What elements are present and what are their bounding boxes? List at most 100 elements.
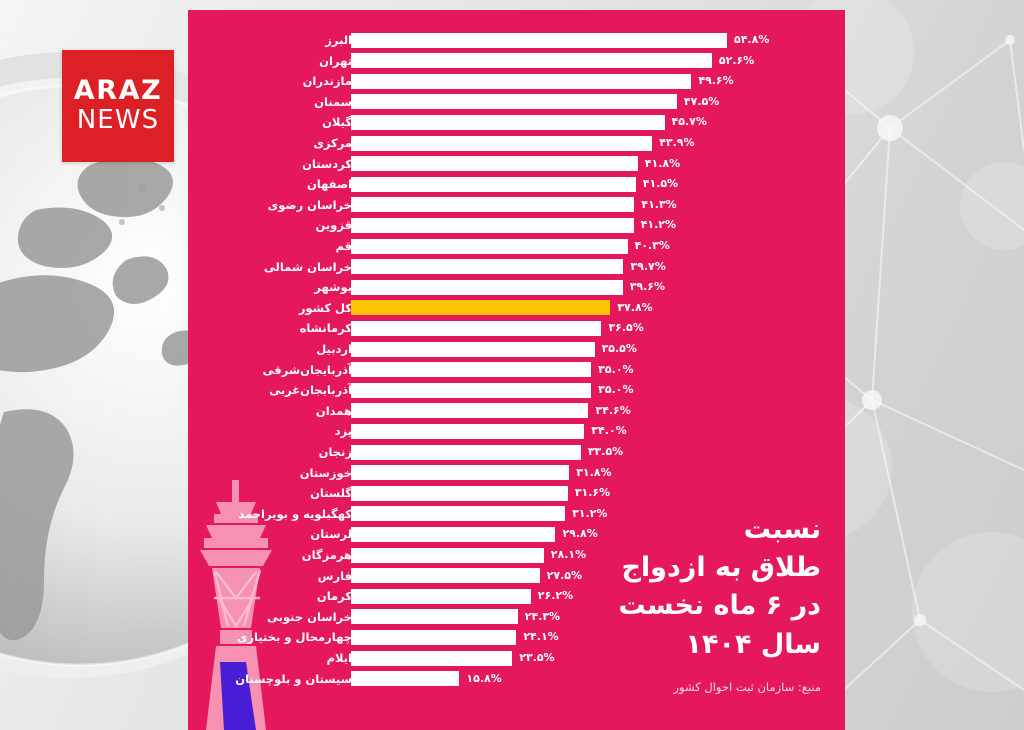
bar-category-label: خوزستان <box>299 465 352 480</box>
bar-highlighted <box>351 300 611 316</box>
bar <box>351 238 628 254</box>
bar-chart-row: اردبیل ۳۵.۵% <box>188 340 845 358</box>
bar-category-label: آذربایجان‌شرقی <box>262 362 352 377</box>
bar-chart-row: چهارمحال و بختیاری ۲۴.۱% <box>188 628 845 646</box>
headline-line-3: در ۶ ماه نخست <box>618 590 821 622</box>
bar <box>351 279 623 295</box>
headline-block: نسبت طلاق به ازدواج در ۶ ماه نخست سال ۱۴… <box>491 511 821 664</box>
bar-category-label: همدان <box>315 403 352 418</box>
bar <box>351 526 556 542</box>
bar-category-label: سمنان <box>314 94 352 109</box>
bar-value-label: ۲۶.۲% <box>537 589 574 603</box>
bar-category-label: تهران <box>319 53 352 68</box>
bar-value-label: ۲۹.۸% <box>562 527 598 541</box>
chart-panel: البرز ۵۴.۸% تهران ۵۲.۶% مازندران ۴۹.۶% سمنان ۴۷… <box>188 10 845 730</box>
bar-category-label: مازندران <box>302 74 352 89</box>
bar-chart-row: کردستان ۴۱.۸% <box>188 155 845 173</box>
bar <box>351 197 635 213</box>
bar <box>351 588 531 604</box>
bar-category-label: کرمانشاه <box>299 321 352 336</box>
logo-text-news: NEWS <box>76 104 160 135</box>
bar-value-label: ۳۹.۷% <box>630 259 666 273</box>
bar-value-label: ۴۱.۵% <box>642 177 679 191</box>
bar-value-label: ۲۴.۳% <box>524 609 561 623</box>
bar-value-label: ۳۵.۰% <box>598 362 634 376</box>
bar-chart-row: گیلان ۴۵.۷% <box>188 113 845 131</box>
bar-value-label: ۳۴.۶% <box>595 403 631 417</box>
bar-value-label: ۳۱.۶% <box>574 486 611 500</box>
bar-value-label: ۲۳.۵% <box>519 651 555 664</box>
bar-value-label: ۳۵.۰% <box>598 383 634 397</box>
bar-value-label: ۳۹.۶% <box>629 280 666 294</box>
bar <box>351 341 595 357</box>
bar <box>351 609 518 625</box>
bar-value-label: ۵۴.۸% <box>734 33 770 46</box>
bar-value-label: ۴۵.۷% <box>671 115 707 129</box>
bar-chart-row: قم ۴۰.۳% <box>188 237 845 255</box>
bar-value-label: ۳۱.۲% <box>572 506 608 520</box>
bar-value-label: ۳۳.۵% <box>587 445 624 458</box>
bar <box>351 73 692 89</box>
bar <box>351 465 570 481</box>
bar-chart-row: کهگیلویه و بویراحمد ۳۱.۲% <box>188 505 845 523</box>
bar <box>351 403 589 419</box>
bar-category-label: هرمزگان <box>301 548 352 562</box>
bar-category-label: کهگیلویه و بویراحمد <box>238 506 352 521</box>
bar <box>351 259 624 275</box>
headline-line-2: طلاق به ازدواج <box>621 552 821 584</box>
logo-text-araz: ARAZ <box>73 75 163 107</box>
bar-category-label: گلستان <box>310 486 352 501</box>
bar <box>351 217 634 233</box>
bar-category-label: قزوین <box>315 218 353 233</box>
bar <box>351 320 602 336</box>
bar-value-label: ۳۶.۵% <box>608 321 644 335</box>
bar-category-label: یزد <box>334 424 352 439</box>
bar <box>351 362 592 378</box>
bar-chart-row: البرز ۵۴.۸% <box>188 31 845 49</box>
bar <box>351 547 544 563</box>
bar-value-label: ۵۲.۶% <box>718 53 755 67</box>
bar <box>351 32 727 48</box>
bar-category-label: بوشهر <box>314 280 352 295</box>
bar-chart-row: فارس ۲۷.۵% <box>188 567 845 585</box>
bar <box>351 114 665 130</box>
bar-category-label: اصفهان <box>306 177 352 192</box>
headline-line-1: نسبت <box>743 513 821 545</box>
bar-category-label: اردبیل <box>316 342 352 356</box>
araz-news-logo[interactable]: ARAZ NEWS <box>62 50 174 162</box>
bar-value-label: ۴۷.۵% <box>683 94 720 108</box>
bar-chart-row: تهران ۵۲.۶% <box>188 52 845 70</box>
bar-value-label: ۱۵.۸% <box>466 671 502 685</box>
bar <box>351 156 638 172</box>
bar <box>351 53 712 69</box>
bar-category-label: مرکزی <box>313 136 352 150</box>
bar-value-label: ۲۸.۱% <box>550 548 587 561</box>
bar-chart-row: یزد ۳۴.۰% <box>188 422 845 440</box>
bar-chart-row: خوزستان ۳۱.۸% <box>188 464 845 482</box>
bar <box>351 444 581 460</box>
bar-value-label: ۳۷.۸% <box>617 300 653 314</box>
bar-category-label: قم <box>335 239 352 253</box>
bar-chart: البرز ۵۴.۸% تهران ۵۲.۶% مازندران ۴۹.۶% سمنان ۴۷… <box>188 10 845 730</box>
bar-value-label: ۴۳.۹% <box>659 136 695 149</box>
bar-chart-row: مرکزی ۴۳.۹% <box>188 134 845 152</box>
bar-category-label: خراسان شمالی <box>263 259 352 274</box>
bar-value-label: ۴۱.۳% <box>641 197 677 211</box>
source-attribution: منبع: سازمان ثبت احوال کشور <box>673 680 821 694</box>
bar-value-label: ۴۱.۸% <box>644 156 681 170</box>
bar-category-label: فارس <box>317 568 352 583</box>
bar-category-label: خراسان جنوبی <box>267 609 352 624</box>
bar-value-label: ۲۷.۵% <box>546 568 583 582</box>
bar-chart-row: مازندران ۴۹.۶% <box>188 72 845 90</box>
bar-category-label: چهارمحال و بختیاری <box>236 630 352 645</box>
bar-category-label: گیلان <box>322 115 352 130</box>
bar-chart-row: خراسان شمالی ۳۹.۷% <box>188 258 845 276</box>
bar-category-label: آذربایجان‌غربی <box>269 383 352 398</box>
bar-value-label: ۲۴.۱% <box>523 630 559 644</box>
bar-chart-row: کل کشور ۳۷.۸% <box>188 299 845 317</box>
bar-category-label: سیستان و بلوچستان <box>235 671 352 686</box>
bar-category-label: البرز <box>325 33 352 47</box>
headline-line-4: سال ۱۴۰۴ <box>685 628 821 660</box>
bar <box>351 423 585 439</box>
